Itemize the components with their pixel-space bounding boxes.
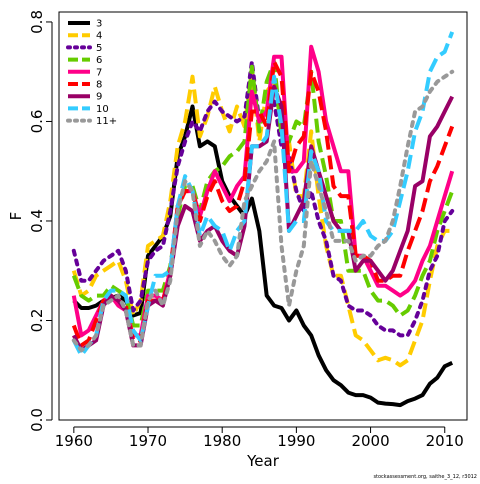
x-tick-label: 1980 [203,432,241,450]
x-axis: 1960 1970 1980 1990 2000 2010 [55,426,464,450]
legend-label: 3 [96,19,102,30]
series-line-10 [72,31,455,358]
legend-label: 5 [96,43,102,54]
series-line-6 [71,59,455,328]
series-layer [71,31,455,408]
plot-frame [58,11,468,421]
legend-label: 7 [96,67,102,78]
footer-note: stockassessment.org, saithe_3_12, r3012 [373,474,477,480]
x-tick-label: 1970 [129,432,167,450]
series-line-3 [72,104,454,408]
x-axis-title: Year [246,452,280,470]
y-axis-title: F [7,212,25,221]
legend-label: 8 [96,80,102,91]
legend-label: 4 [96,31,102,42]
y-tick-label: 0.4 [28,209,46,233]
x-tick-label: 1990 [277,432,315,450]
x-tick-label: 2010 [426,432,464,450]
y-axis: 0.0 0.2 0.4 0.6 0.8 [28,10,53,432]
y-tick-label: 0.0 [28,408,46,432]
legend-label: 6 [96,55,102,66]
x-tick-label: 2000 [351,432,389,450]
series-line-11plus [71,69,455,353]
y-tick-label: 0.2 [28,309,46,333]
legend-label: 10 [96,104,109,115]
y-tick-label: 0.8 [28,10,46,34]
y-tick-label: 0.6 [28,110,46,134]
legend-label: 9 [96,92,102,103]
x-tick-label: 1960 [55,432,93,450]
legend-label: 11+ [96,116,117,127]
